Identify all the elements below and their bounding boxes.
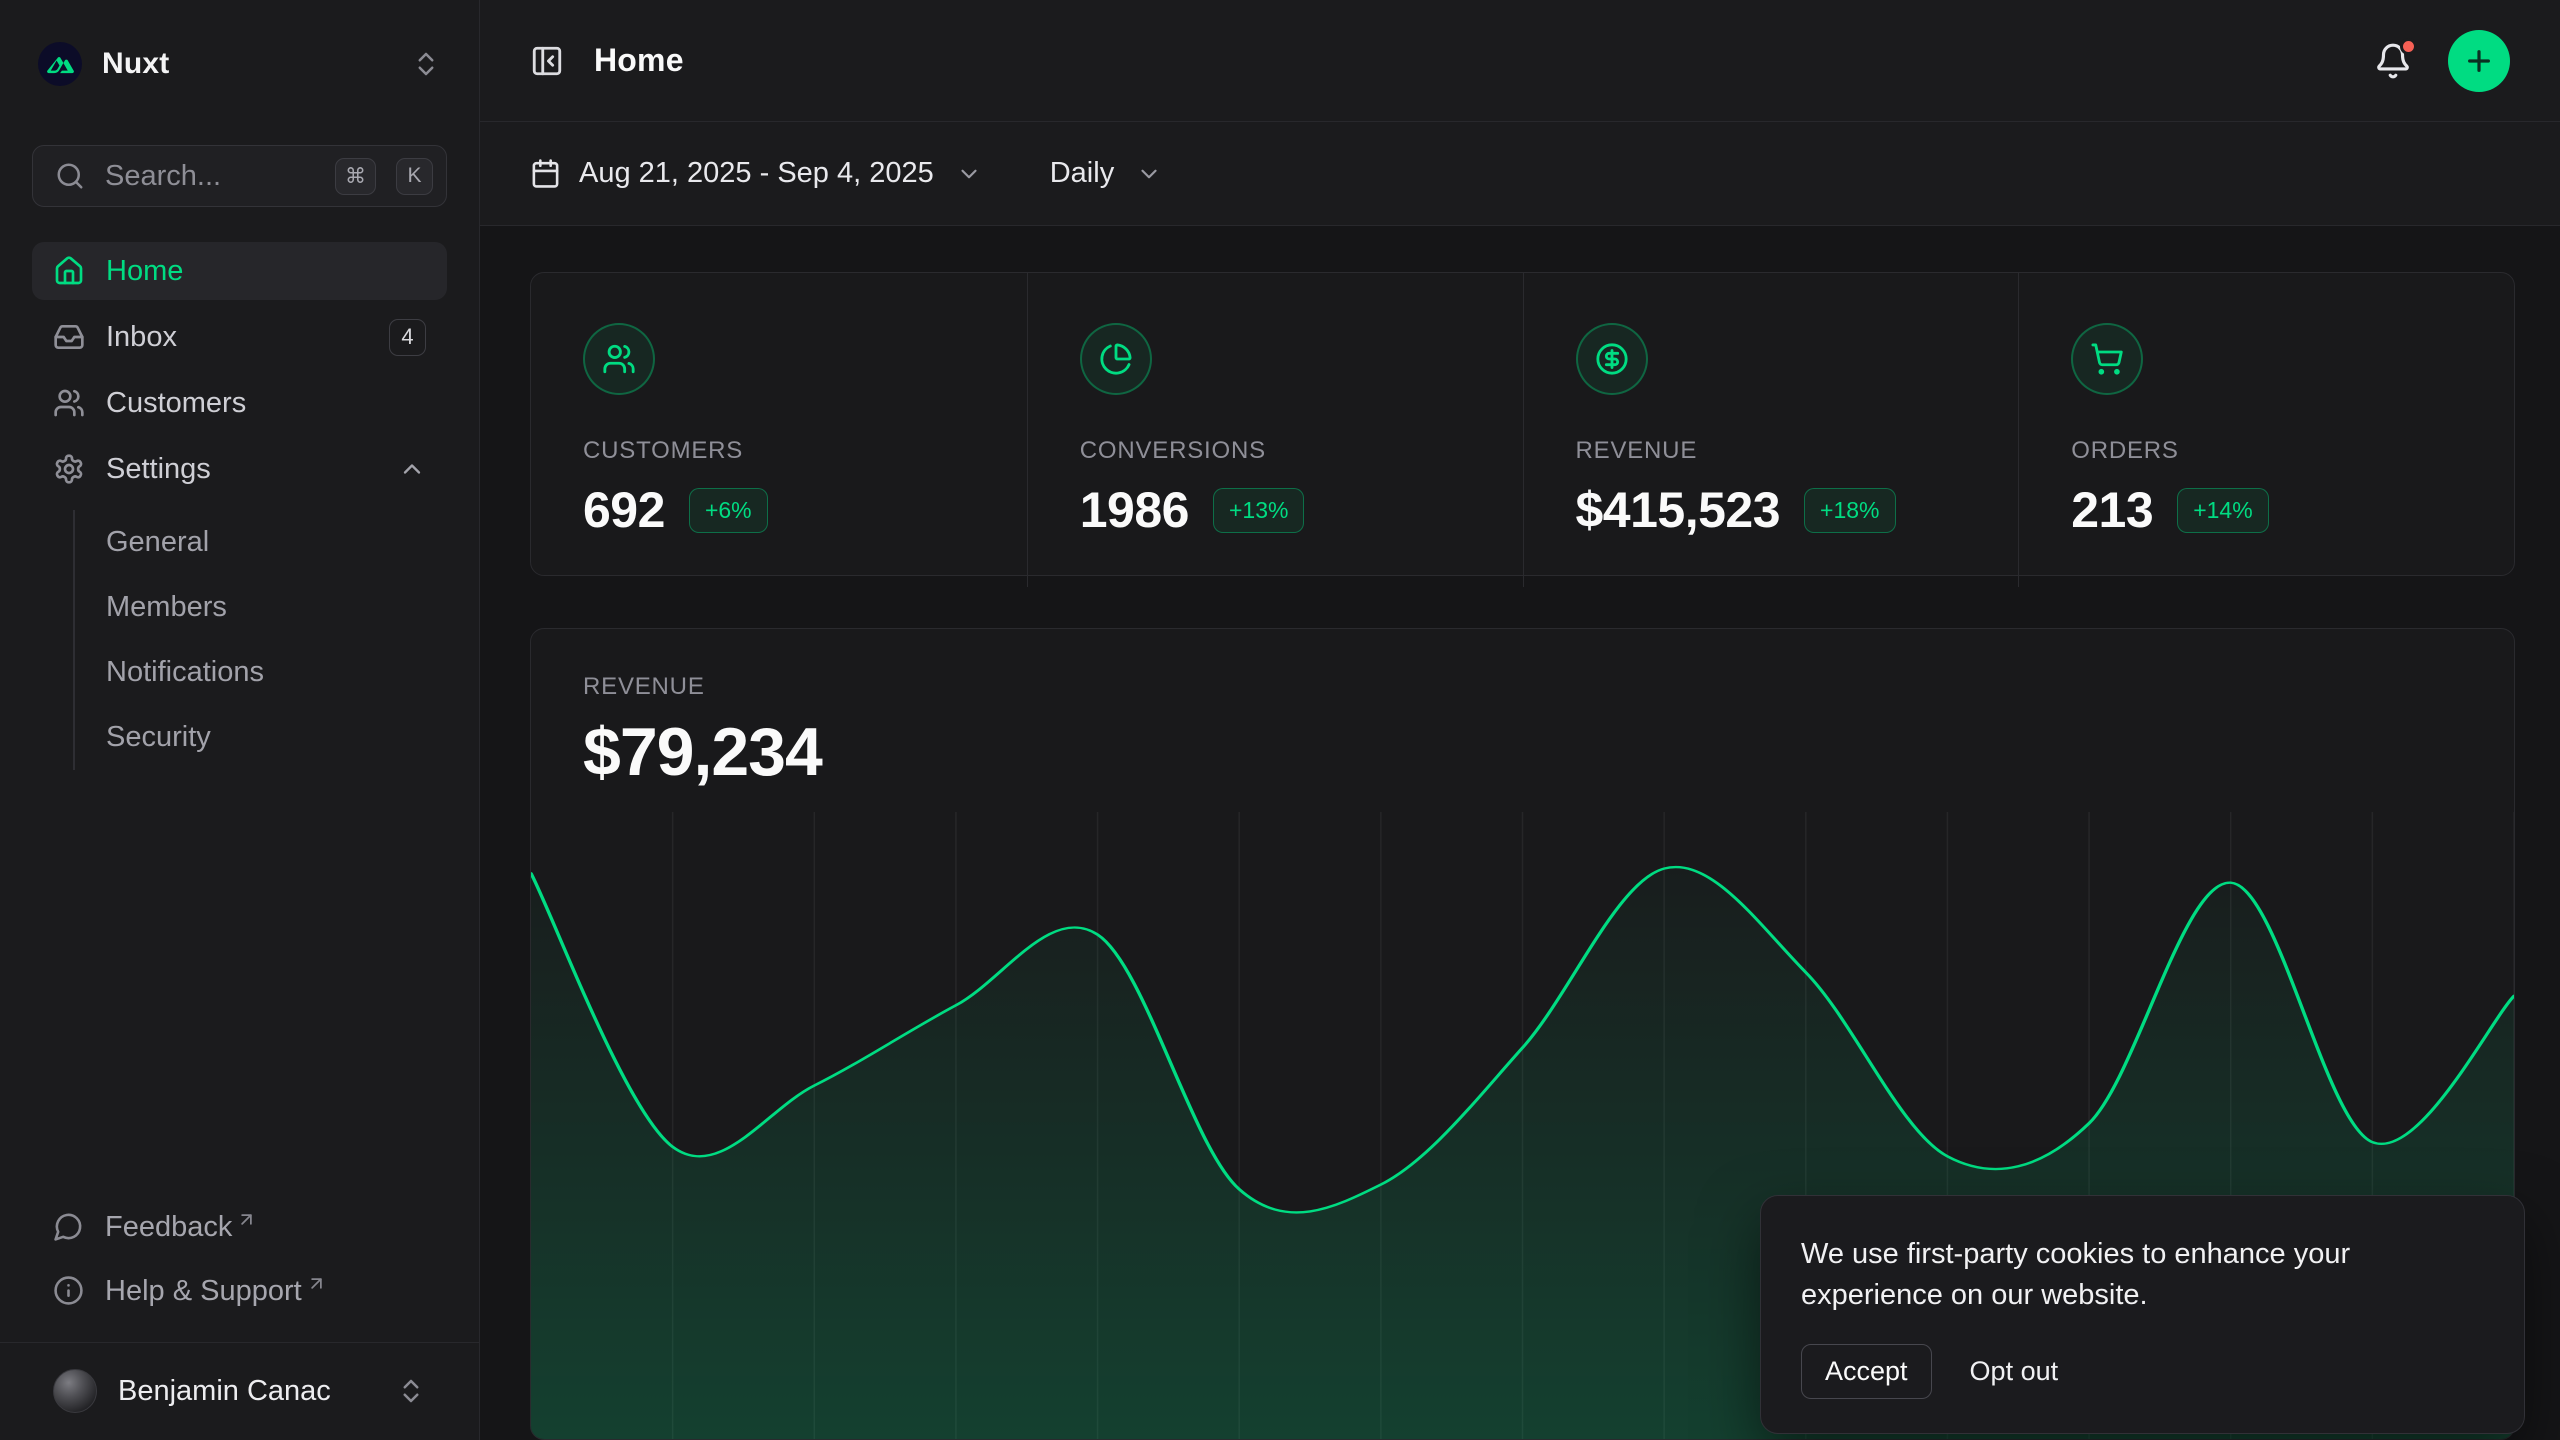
sidebar-divider — [0, 1342, 479, 1343]
revenue-chart-value: $79,234 — [583, 713, 2462, 791]
inbox-icon — [53, 321, 85, 353]
stat-value: 692 — [583, 481, 665, 539]
header-actions — [2374, 30, 2510, 92]
stat-card-customers[interactable]: CUSTOMERS 692 +6% — [531, 273, 1027, 587]
team-switcher[interactable]: Nuxt — [32, 40, 447, 88]
period-select[interactable]: Daily — [1050, 157, 1162, 190]
cookie-actions: Accept Opt out — [1801, 1344, 2484, 1399]
house-icon — [53, 255, 85, 287]
kbd-k: K — [396, 158, 433, 195]
notifications-button[interactable] — [2374, 42, 2412, 80]
stat-card-conversions[interactable]: CONVERSIONS 1986 +13% — [1027, 273, 1523, 587]
add-button[interactable] — [2448, 30, 2510, 92]
cookie-optout-button[interactable]: Opt out — [1970, 1356, 2059, 1387]
sidebar-item-customers[interactable]: Customers — [32, 374, 447, 432]
user-avatar — [53, 1369, 97, 1413]
stat-delta-badge: +18% — [1804, 488, 1895, 533]
sidebar-item-security[interactable]: Security — [75, 705, 447, 770]
date-range-value: Aug 21, 2025 - Sep 4, 2025 — [579, 157, 934, 190]
sidebar-collapse-button[interactable] — [530, 44, 564, 78]
sidebar-item-label: Customers — [106, 387, 246, 420]
external-link-icon — [306, 1273, 327, 1294]
stat-delta-badge: +13% — [1213, 488, 1304, 533]
users-icon — [583, 323, 655, 395]
chevrons-up-down-icon — [411, 49, 441, 79]
sidebar-item-label: Settings — [106, 453, 211, 486]
chart-pie-icon — [1080, 323, 1152, 395]
stat-value: $415,523 — [1576, 481, 1781, 539]
search-placeholder: Search... — [105, 160, 315, 193]
message-circle-icon — [53, 1211, 84, 1242]
cookie-accept-button[interactable]: Accept — [1801, 1344, 1932, 1399]
page-header: Home — [480, 0, 2560, 122]
info-icon — [53, 1275, 84, 1306]
shopping-cart-icon — [2071, 323, 2143, 395]
sidebar-item-label: Home — [106, 255, 183, 288]
cookie-banner: We use first-party cookies to enhance yo… — [1760, 1195, 2525, 1434]
date-range-picker[interactable]: Aug 21, 2025 - Sep 4, 2025 — [530, 157, 982, 190]
period-value: Daily — [1050, 157, 1114, 190]
kbd-cmd: ⌘ — [335, 158, 376, 195]
external-link-icon — [236, 1209, 257, 1230]
stat-value: 213 — [2071, 481, 2153, 539]
nuxt-dashboard: { "colors": { "accent": "#00dc82", "noti… — [0, 0, 2560, 1440]
sidebar-item-label: Help & Support — [105, 1275, 302, 1308]
user-name: Benjamin Canac — [118, 1375, 375, 1408]
sidebar-nav: Home Inbox 4 Customers Settings Ge — [32, 242, 447, 772]
chevron-down-icon — [1136, 161, 1162, 187]
stat-label: CONVERSIONS — [1080, 437, 1266, 465]
notification-dot — [2400, 38, 2417, 55]
stat-delta-badge: +14% — [2177, 488, 2268, 533]
sidebar-item-members[interactable]: Members — [75, 575, 447, 640]
chevron-up-icon — [398, 455, 426, 483]
sidebar-item-label: Feedback — [105, 1211, 232, 1244]
inbox-count-badge: 4 — [389, 319, 426, 356]
stat-delta-badge: +6% — [689, 488, 768, 533]
calendar-icon — [530, 158, 561, 189]
search-icon — [55, 161, 85, 191]
stat-value: 1986 — [1080, 481, 1189, 539]
sidebar-item-feedback[interactable]: Feedback — [32, 1197, 447, 1261]
chevrons-up-down-icon — [396, 1376, 426, 1406]
sidebar-item-home[interactable]: Home — [32, 242, 447, 300]
sidebar-item-help-support[interactable]: Help & Support — [32, 1261, 447, 1325]
user-menu[interactable]: Benjamin Canac — [32, 1359, 447, 1423]
nuxt-logo-icon — [38, 42, 82, 86]
stat-card-revenue[interactable]: REVENUE $415,523 +18% — [1523, 273, 2019, 587]
sidebar: Nuxt Search... ⌘ K Home Inbox 4 — [0, 0, 480, 1440]
sidebar-item-inbox[interactable]: Inbox 4 — [32, 308, 447, 366]
settings-subnav: General Members Notifications Security — [73, 510, 447, 770]
sidebar-spacer — [32, 772, 447, 1197]
search-input[interactable]: Search... ⌘ K — [32, 145, 447, 207]
page-title: Home — [594, 42, 684, 79]
sidebar-item-settings[interactable]: Settings — [32, 440, 447, 498]
stat-card-orders[interactable]: ORDERS 213 +14% — [2018, 273, 2514, 587]
revenue-chart-label: REVENUE — [583, 673, 2462, 701]
cookie-message: We use first-party cookies to enhance yo… — [1801, 1234, 2421, 1316]
circle-dollar-icon — [1576, 323, 1648, 395]
team-name: Nuxt — [102, 47, 391, 81]
gear-icon — [53, 453, 85, 485]
stat-label: REVENUE — [1576, 437, 1698, 465]
sidebar-item-label: Inbox — [106, 321, 177, 354]
users-icon — [53, 387, 85, 419]
revenue-chart-header: REVENUE $79,234 — [531, 629, 2514, 791]
chevron-down-icon — [956, 161, 982, 187]
stat-label: CUSTOMERS — [583, 437, 743, 465]
filters-toolbar: Aug 21, 2025 - Sep 4, 2025 Daily — [480, 122, 2560, 226]
sidebar-item-general[interactable]: General — [75, 510, 447, 575]
stat-label: ORDERS — [2071, 437, 2178, 465]
stats-panel: CUSTOMERS 692 +6% CONVERSIONS 1986 +13% — [530, 272, 2515, 576]
sidebar-item-notifications[interactable]: Notifications — [75, 640, 447, 705]
